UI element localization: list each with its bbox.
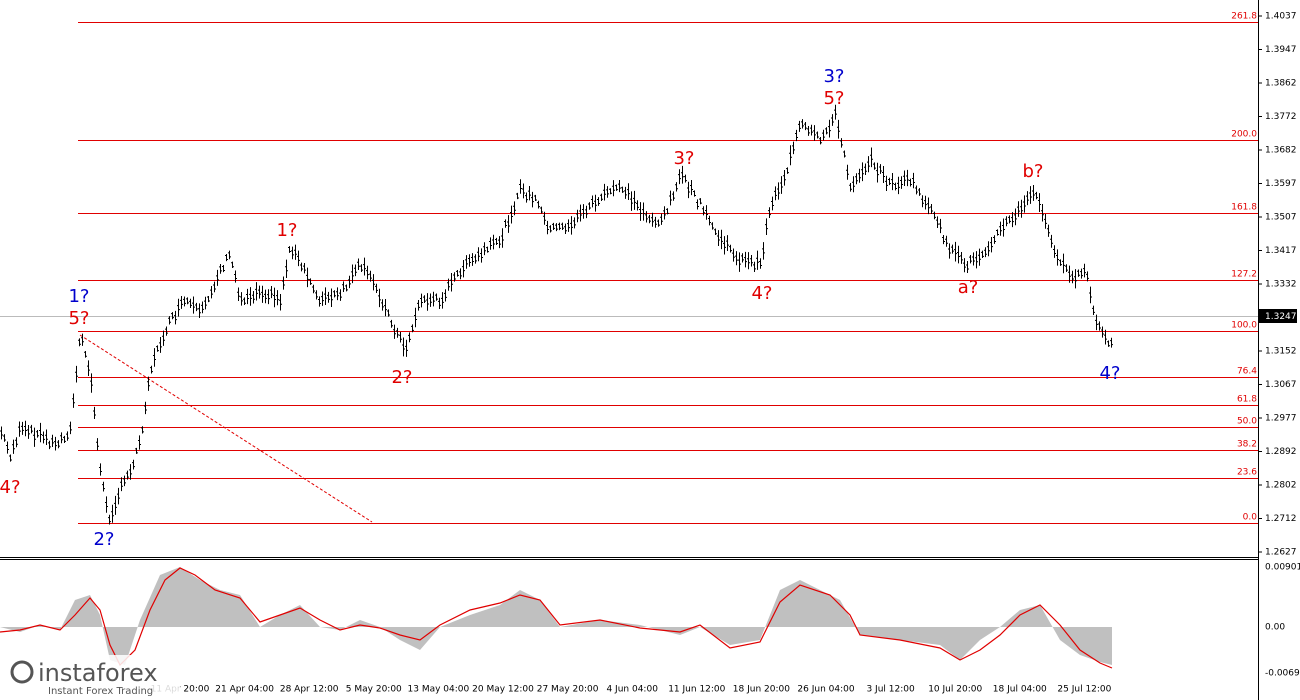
time-label: 28 Apr 12:00 (280, 685, 339, 695)
logo-name: instaforex (38, 659, 158, 687)
price-label: 1.2977 (1265, 414, 1297, 424)
time-label: 11 Jun 12:00 (668, 685, 725, 695)
price-label: 1.3862 (1265, 79, 1297, 89)
price-label: 1.3417 (1265, 246, 1297, 256)
time-label: 26 Jun 04:00 (797, 685, 854, 695)
price-label: 1.2892 (1265, 447, 1297, 457)
time-label: 20 May 12:00 (472, 685, 534, 695)
wave-label: 4? (0, 477, 21, 498)
trend-line (79, 334, 373, 523)
fib-label: 127.2 (1231, 270, 1257, 280)
wave-label: 2? (391, 367, 412, 388)
fib-label: 0.0 (1243, 513, 1258, 523)
price-label: 1.4037 (1265, 12, 1297, 22)
fib-label: 261.8 (1231, 12, 1257, 22)
price-label: 1.2712 (1265, 514, 1297, 524)
price-panel (0, 0, 1258, 557)
price-label: 1.3152 (1265, 347, 1297, 357)
fib-label: 50.0 (1237, 417, 1257, 427)
fib-label: 61.8 (1237, 395, 1257, 405)
price-label: 1.3507 (1265, 213, 1297, 223)
time-label: 11 Apr 20:00 (151, 685, 210, 695)
wave-label: 5? (823, 88, 844, 109)
wave-label: 3? (823, 66, 844, 87)
price-label: 1.3682 (1265, 146, 1297, 156)
macd-histogram (0, 567, 1112, 665)
price-label: 1.2627 (1265, 548, 1297, 558)
fib-label: 23.6 (1237, 468, 1257, 478)
time-label: 4 Jun 04:00 (606, 685, 658, 695)
fib-label: 200.0 (1231, 130, 1257, 140)
price-label: 1.3772 (1265, 112, 1297, 122)
price-label: 1.2802 (1265, 481, 1297, 491)
time-label: 25 Jul 12:00 (1057, 685, 1111, 695)
wave-label: 5? (68, 308, 89, 329)
fib-label: 38.2 (1237, 440, 1257, 450)
price-label: 1.3947 (1265, 45, 1297, 55)
fib-label: 100.0 (1231, 321, 1257, 331)
indicator-label: 0.00 (1265, 623, 1285, 633)
wave-label: 4? (1099, 363, 1120, 384)
logo-tagline: Instant Forex Trading (48, 686, 153, 697)
price-label: 1.3597 (1265, 179, 1297, 189)
time-label: 27 May 20:00 (537, 685, 599, 695)
time-label: 21 Apr 04:00 (215, 685, 274, 695)
price-bars (0, 104, 1113, 525)
current-price: 1.3247 (1265, 312, 1297, 322)
time-label: 5 May 20:00 (346, 685, 402, 695)
wave-label: 4? (751, 283, 772, 304)
wave-label: 1? (68, 286, 89, 307)
indicator-label: 0.00901 (1265, 563, 1300, 573)
current-price-box (1259, 309, 1297, 323)
time-label: 3 Jul 12:00 (866, 685, 915, 695)
wave-label: 3? (673, 148, 694, 169)
time-label: 10 Jul 20:00 (928, 685, 982, 695)
fib-label: 76.4 (1237, 367, 1257, 377)
fib-label: 161.8 (1231, 203, 1257, 213)
logo: instaforex Instant Forex Trading (0, 655, 180, 700)
wave-label: 2? (93, 529, 114, 550)
price-label: 1.3067 (1265, 380, 1297, 390)
time-label: 18 Jun 20:00 (733, 685, 790, 695)
time-label: 13 May 04:00 (408, 685, 470, 695)
logo-icon (10, 660, 34, 684)
wave-label: a? (958, 277, 979, 298)
price-label: 1.3332 (1265, 280, 1297, 290)
wave-label: b? (1023, 161, 1044, 182)
wave-label: 1? (276, 220, 297, 241)
time-label: 18 Jul 04:00 (993, 685, 1047, 695)
